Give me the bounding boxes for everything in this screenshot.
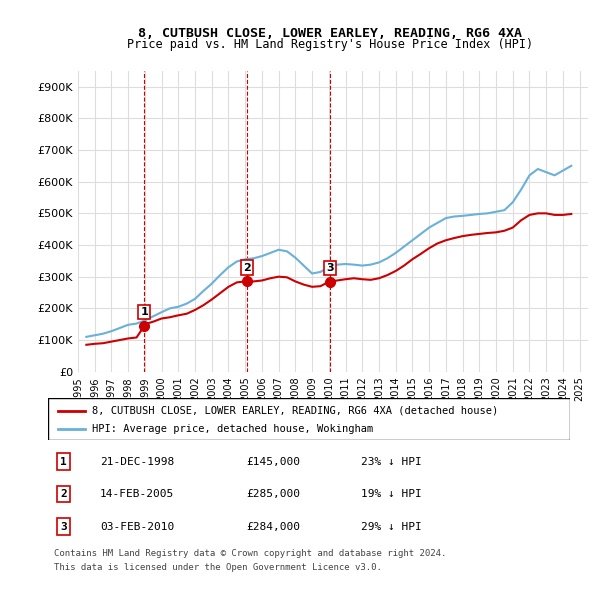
Text: 3: 3 <box>326 263 334 273</box>
Text: £284,000: £284,000 <box>247 522 301 532</box>
Text: 8, CUTBUSH CLOSE, LOWER EARLEY, READING, RG6 4XA (detached house): 8, CUTBUSH CLOSE, LOWER EARLEY, READING,… <box>92 406 499 415</box>
Text: £285,000: £285,000 <box>247 489 301 499</box>
Text: 1: 1 <box>60 457 67 467</box>
Text: 2: 2 <box>60 489 67 499</box>
Text: 3: 3 <box>60 522 67 532</box>
Text: 03-FEB-2010: 03-FEB-2010 <box>100 522 175 532</box>
Text: Contains HM Land Registry data © Crown copyright and database right 2024.: Contains HM Land Registry data © Crown c… <box>54 549 446 558</box>
Text: 14-FEB-2005: 14-FEB-2005 <box>100 489 175 499</box>
Text: 19% ↓ HPI: 19% ↓ HPI <box>361 489 422 499</box>
FancyBboxPatch shape <box>48 398 570 440</box>
Text: 1: 1 <box>140 307 148 317</box>
Text: 23% ↓ HPI: 23% ↓ HPI <box>361 457 422 467</box>
Text: 8, CUTBUSH CLOSE, LOWER EARLEY, READING, RG6 4XA: 8, CUTBUSH CLOSE, LOWER EARLEY, READING,… <box>138 27 522 40</box>
Text: Price paid vs. HM Land Registry's House Price Index (HPI): Price paid vs. HM Land Registry's House … <box>127 38 533 51</box>
Text: 29% ↓ HPI: 29% ↓ HPI <box>361 522 422 532</box>
Text: 2: 2 <box>244 263 251 273</box>
Text: £145,000: £145,000 <box>247 457 301 467</box>
Text: 21-DEC-1998: 21-DEC-1998 <box>100 457 175 467</box>
Text: HPI: Average price, detached house, Wokingham: HPI: Average price, detached house, Woki… <box>92 424 374 434</box>
Text: This data is licensed under the Open Government Licence v3.0.: This data is licensed under the Open Gov… <box>54 563 382 572</box>
